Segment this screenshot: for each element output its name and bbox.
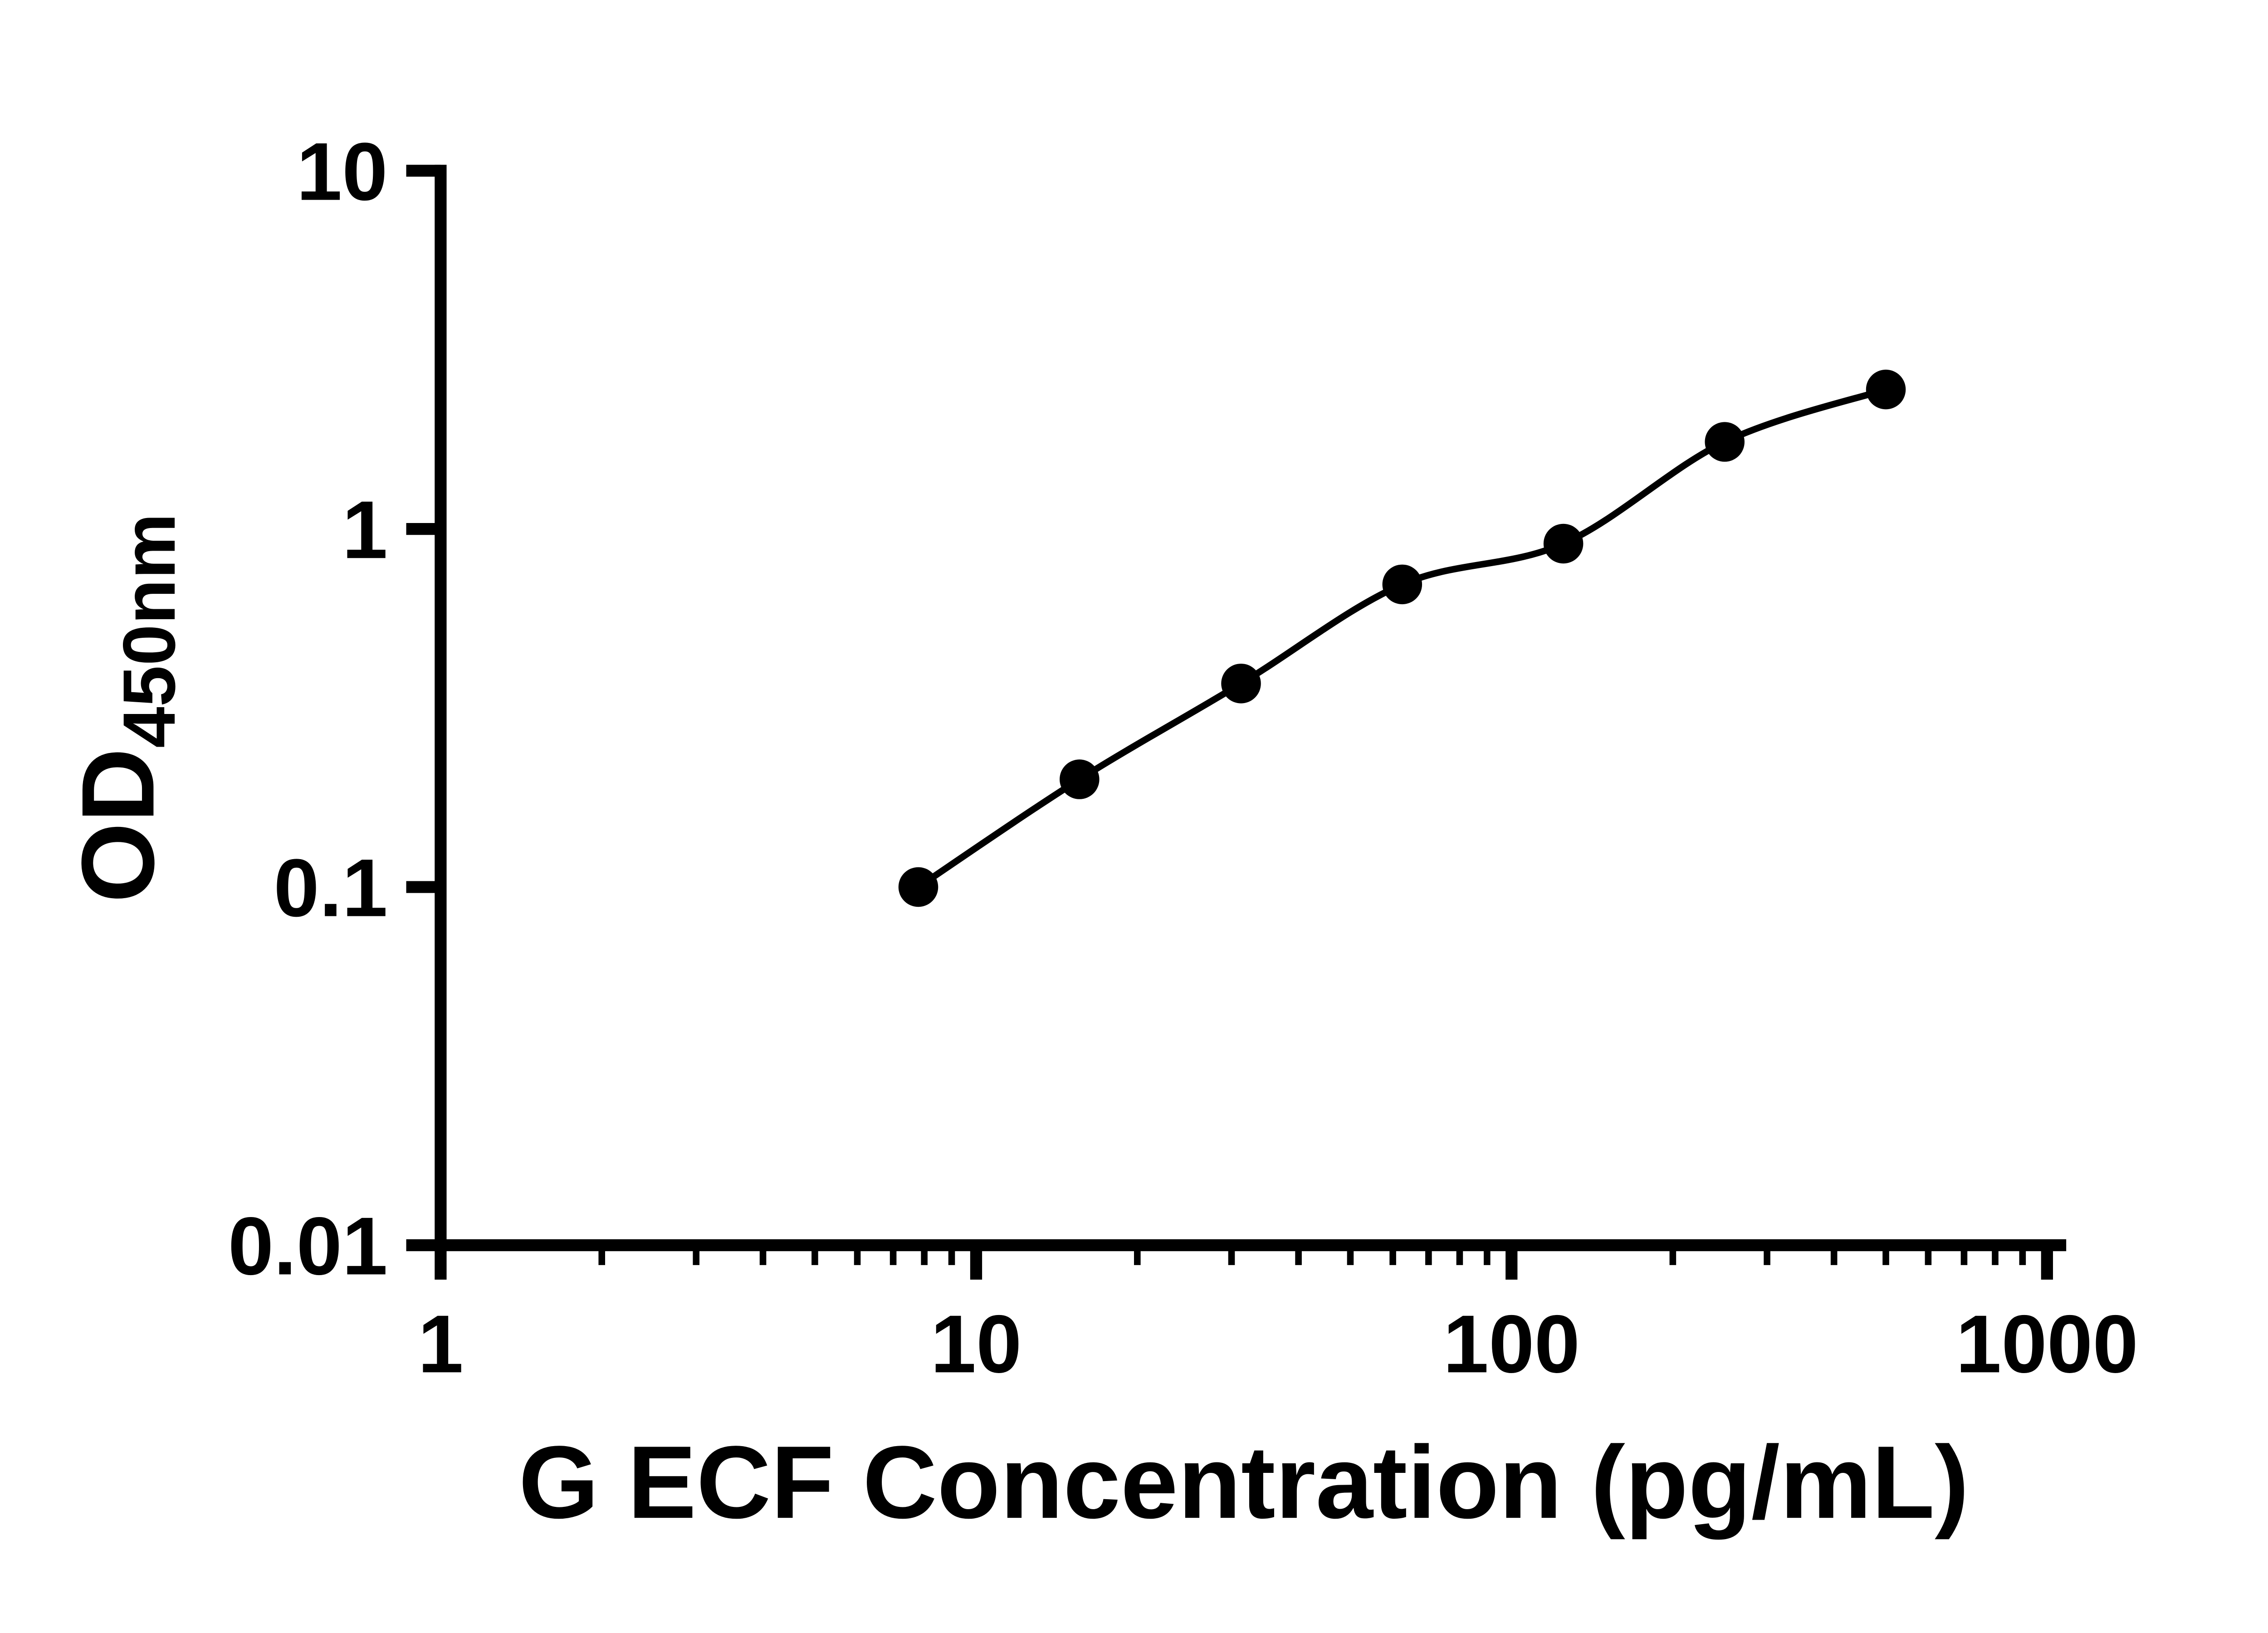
x-tick-label: 1000 (1956, 1298, 2138, 1390)
y-axis-title-sub: 450nm (108, 513, 191, 748)
data-point (898, 867, 938, 907)
x-axis-title: G ECF Concentration (pg/mL) (518, 1425, 1969, 1540)
data-point (1382, 564, 1422, 605)
x-tick-label: 10 (930, 1298, 1022, 1390)
y-tick-label: 0.01 (228, 1200, 388, 1292)
y-axis-title: OD450nm (60, 513, 191, 903)
y-axis-tick-labels: 0.01 0.1 1 10 (228, 126, 388, 1292)
x-axis-tick-labels: 1 10 100 1000 (418, 1298, 2138, 1390)
y-axis-title-main: OD (60, 748, 176, 903)
data-point (1866, 369, 1906, 410)
fit-curve (916, 386, 1887, 890)
x-axis-minor-ticks (598, 1245, 2026, 1265)
data-point (1543, 523, 1584, 564)
y-tick-label: 0.1 (274, 842, 387, 934)
y-axis-major-ticks (406, 165, 441, 1252)
data-points (898, 369, 1906, 907)
y-tick-label: 10 (297, 126, 388, 218)
data-point (1705, 422, 1745, 462)
axis-lines (435, 165, 2067, 1252)
x-tick-label: 1 (418, 1298, 464, 1390)
data-point (1221, 664, 1261, 704)
y-tick-label: 1 (342, 484, 388, 576)
data-point (1060, 759, 1100, 799)
x-tick-label: 100 (1443, 1298, 1580, 1390)
